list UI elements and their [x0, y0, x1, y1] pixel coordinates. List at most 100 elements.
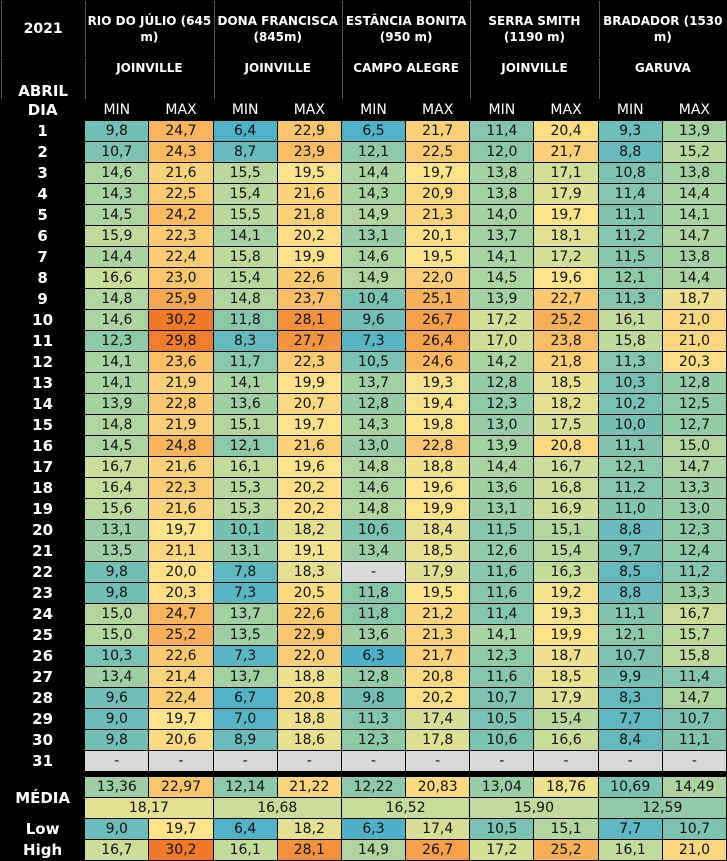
value-cell: 22,0 [406, 268, 470, 288]
media-value: 10,69 [598, 777, 662, 797]
value-cell: 7,8 [213, 562, 277, 582]
value-cell: 19,9 [277, 247, 341, 267]
col-label: MIN [85, 100, 149, 120]
value-cell: 11,0 [598, 499, 662, 519]
value-cell: 13,9 [470, 436, 534, 456]
high-value: 21,0 [662, 840, 726, 860]
value-cell: 15,4 [534, 709, 598, 729]
day-number: 21 [1, 541, 85, 561]
value-cell: 24,6 [406, 352, 470, 372]
value-cell: 22,6 [277, 268, 341, 288]
value-cell: 15,8 [598, 331, 662, 351]
day-number: 10 [1, 310, 85, 330]
value-cell: 14,6 [341, 478, 406, 498]
value-cell: 12,8 [662, 373, 726, 393]
day-number: 26 [1, 646, 85, 666]
value-cell: 17,4 [406, 709, 470, 729]
value-cell: 11,2 [598, 478, 662, 498]
value-cell: 13,5 [85, 541, 149, 561]
value-cell: 21,7 [534, 142, 598, 162]
value-cell: 14,1 [470, 625, 534, 645]
table-row: Low 9,0 19,7 6,4 18,2 6,3 17,4 10,5 15,1 7,7 10,7 [1, 819, 726, 839]
table-row: 3 14,6 21,6 15,5 19,5 14,4 19,7 13,8 17,1 10,8 13,… [1, 163, 726, 183]
value-cell: 19,3 [406, 373, 470, 393]
value-cell: 15,4 [534, 541, 598, 561]
value-cell: 13,8 [470, 163, 534, 183]
year: 2021 [1, 1, 85, 57]
day-number: 31 [1, 751, 85, 771]
day-number: 16 [1, 436, 85, 456]
high-value: 14,9 [341, 840, 406, 860]
value-cell: 15,0 [85, 604, 149, 624]
col-label: MIN [213, 100, 277, 120]
value-cell: 13,8 [470, 184, 534, 204]
value-cell: 25,1 [406, 289, 470, 309]
col-label: MIN [598, 100, 662, 120]
col-label: MAX [662, 100, 726, 120]
day-number: 1 [1, 121, 85, 141]
station-name: SERRA SMITH (1190 m) [470, 1, 598, 57]
value-cell: 13,8 [662, 163, 726, 183]
value-cell: 13,0 [470, 415, 534, 435]
value-cell: 12,3 [341, 730, 406, 750]
low-value: 10,5 [470, 819, 534, 839]
station-name: BRADADOR (1530 m) [598, 1, 726, 57]
value-cell: - [662, 751, 726, 771]
day-number: 2 [1, 142, 85, 162]
value-cell: 8,3 [598, 688, 662, 708]
value-cell: 19,9 [277, 373, 341, 393]
station-name: RIO DO JÚLIO (645 m) [85, 1, 213, 57]
value-cell: 14,5 [85, 205, 149, 225]
value-cell: 21,7 [406, 121, 470, 141]
value-cell: 11,3 [598, 352, 662, 372]
value-cell: 13,7 [213, 667, 277, 687]
media-value: 21,22 [277, 777, 341, 797]
value-cell: 13,9 [662, 121, 726, 141]
value-cell: 11,4 [470, 604, 534, 624]
value-cell: 13,3 [662, 583, 726, 603]
value-cell: 16,9 [534, 499, 598, 519]
value-cell: 19,8 [406, 415, 470, 435]
day-number: 18 [1, 478, 85, 498]
high-value: 16,1 [598, 840, 662, 860]
value-cell: 15,4 [213, 268, 277, 288]
value-cell: 28,1 [277, 310, 341, 330]
value-cell: 21,1 [149, 541, 213, 561]
col-label: MAX [406, 100, 470, 120]
value-cell: 6,5 [341, 121, 406, 141]
value-cell: 22,6 [277, 604, 341, 624]
value-cell: 8,5 [598, 562, 662, 582]
table-row: 9 14,8 25,9 14,8 23,7 10,4 25,1 13,9 22,7 11,3 18,… [1, 289, 726, 309]
value-cell: 14,1 [213, 226, 277, 246]
value-cell: - [598, 751, 662, 771]
value-cell: 13,4 [341, 541, 406, 561]
value-cell: 7,3 [213, 646, 277, 666]
value-cell: 9,3 [598, 121, 662, 141]
value-cell: 12,3 [662, 520, 726, 540]
table-row: 11 12,3 29,8 8,3 27,7 7,3 26,4 17,0 23,8 15,8 21,0 [1, 331, 726, 351]
table-row: 27 13,4 21,4 13,7 18,8 12,8 20,8 11,6 18,5 9,9 11,… [1, 667, 726, 687]
value-cell: 15,3 [213, 478, 277, 498]
table-row: 19 15,6 21,6 15,3 20,2 14,8 19,9 13,1 16,9 11,0 13… [1, 499, 726, 519]
value-cell: 14,6 [85, 310, 149, 330]
value-cell: 7,3 [213, 583, 277, 603]
value-cell: 7,0 [213, 709, 277, 729]
value-cell: 21,6 [149, 499, 213, 519]
value-cell: 21,3 [406, 625, 470, 645]
value-cell: 16,4 [85, 478, 149, 498]
value-cell: 12,4 [662, 541, 726, 561]
value-cell: 11,6 [470, 562, 534, 582]
value-cell: 9,8 [341, 688, 406, 708]
value-cell: 12,1 [598, 625, 662, 645]
value-cell: 14,2 [470, 352, 534, 372]
media-label: MÉDIA [1, 777, 85, 818]
value-cell: 11,8 [341, 583, 406, 603]
value-cell: 23,8 [534, 331, 598, 351]
value-cell: 14,1 [85, 373, 149, 393]
value-cell: 19,7 [149, 709, 213, 729]
value-cell: 23,9 [277, 142, 341, 162]
value-cell: 17,2 [470, 310, 534, 330]
media-average: 12,59 [598, 798, 726, 818]
table-row: 21 13,5 21,1 13,1 19,1 13,4 18,5 12,6 15,4 9,7 12,… [1, 541, 726, 561]
day-number: 5 [1, 205, 85, 225]
